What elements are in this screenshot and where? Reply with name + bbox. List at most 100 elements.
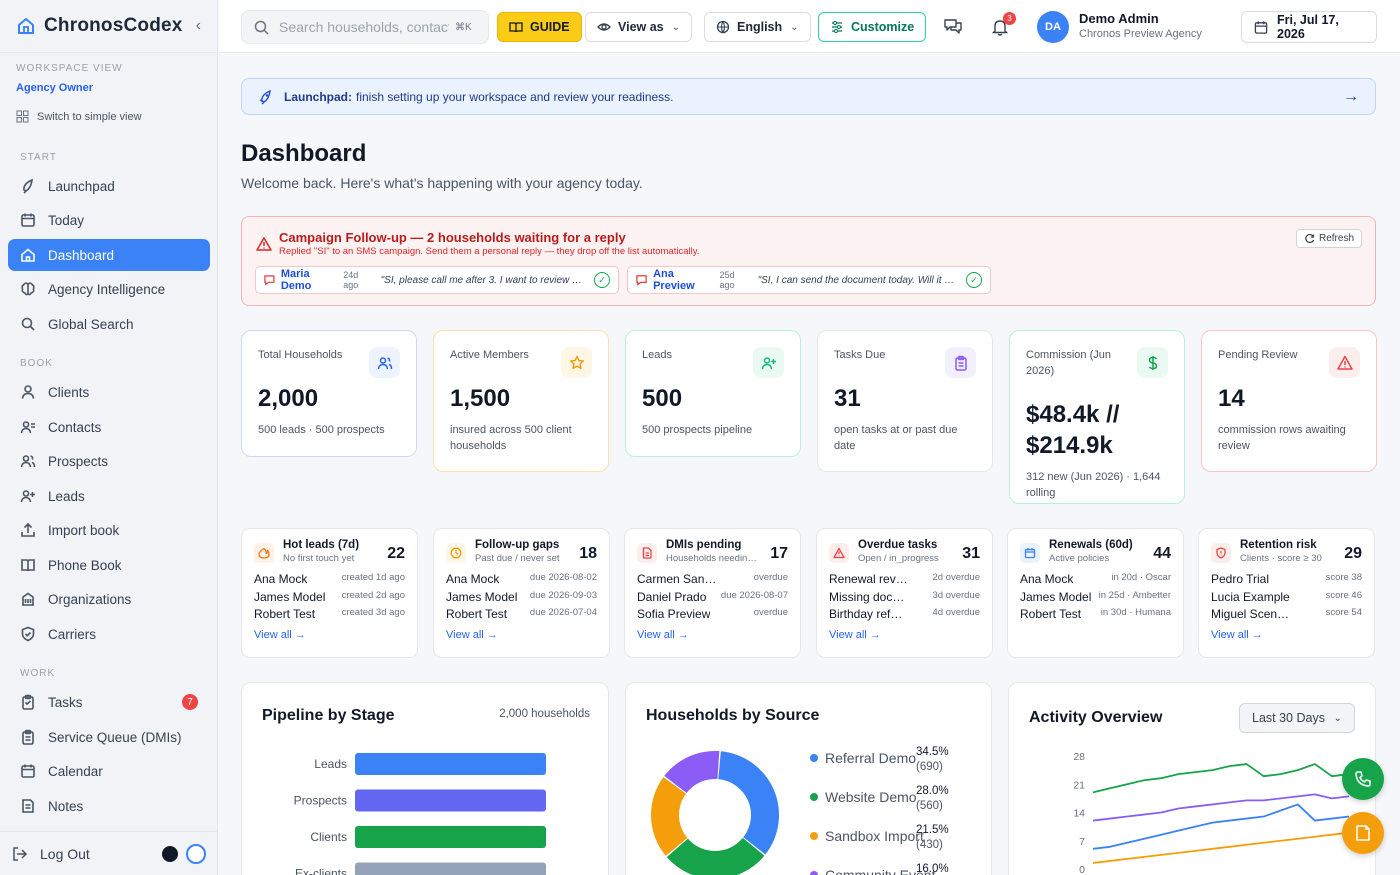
sidebar-item-global-search[interactable]: Global Search [8,308,210,340]
sidebar-item-launchpad[interactable]: Launchpad [8,170,210,202]
notifications-bell-icon[interactable]: 3 [988,12,1016,39]
queue-card[interactable]: Renewals (60d) Active policies 44 Ana Mock i… [1007,528,1184,658]
collapse-sidebar-icon[interactable]: ‹ [195,17,201,34]
global-search[interactable]: ⌘K [241,10,489,44]
sidebar-item-service-queue-dmis[interactable]: Service Queue (DMIs) [8,721,210,753]
sidebar-item-phone-book[interactable]: Phone Book [8,549,210,581]
list-item[interactable]: Sofia Preview overdue [637,607,788,625]
followup-text: "SI, please call me after 3. I want to r… [380,274,586,286]
pipeline-bar[interactable] [355,826,546,848]
list-item[interactable]: Miguel Scenario score 54 [1211,607,1362,625]
sidebar-item-organizations[interactable]: Organizations [8,583,210,615]
stat-card[interactable]: Total Households 2,000 500 leads · 500 pro… [241,330,417,457]
dark-mode-toggle[interactable] [162,845,178,862]
list-item[interactable]: Birthday referral 4d overdue [829,607,980,625]
logout-button[interactable]: Log Out [0,831,218,875]
date-button[interactable]: Fri, Jul 17, 2026 [1241,11,1377,43]
check-circle-icon[interactable]: ✓ [965,272,982,288]
stat-card[interactable]: Leads 500 500 prospects pipeline [625,330,801,457]
messages-icon[interactable] [941,15,965,39]
search-icon [21,317,35,331]
list-item[interactable]: James Model created 2d ago [254,590,405,608]
legend-percent: 28.0% [916,785,949,797]
user-info[interactable]: Demo Admin Chronos Preview Agency [1079,11,1202,40]
guide-button[interactable]: GUIDE [497,12,582,42]
sidebar-item-label: Global Search [48,316,134,332]
sidebar-item-carriers[interactable]: Carriers [8,618,210,650]
list-item[interactable]: Daniel Prado due 2026-08-07 [637,590,788,608]
list-item[interactable]: James Model in 25d · Ambetter [1020,590,1171,608]
followup-name[interactable]: Ana Preview [653,268,695,292]
refresh-button[interactable]: Refresh [1295,229,1362,248]
list-item[interactable]: Ana Mock due 2026-08-02 [446,572,597,590]
avatar[interactable]: DA [1037,11,1069,43]
stat-label-tasks-due: Tasks Due [834,349,886,361]
page-title: Dashboard [241,140,367,167]
view-as-dropdown[interactable]: View as ⌄ [585,12,693,42]
pipeline-bar[interactable] [355,789,546,812]
sidebar-item-tasks[interactable]: Tasks 7 [8,686,210,718]
sidebar-item-calendar[interactable]: Calendar [8,755,210,787]
sidebar-item-leads[interactable]: Leads [8,480,210,512]
sidebar-item-notes[interactable]: Notes [8,790,210,822]
queue-card[interactable]: Retention risk Clients · score ≥ 30 29 Pedr… [1198,528,1375,658]
pipeline-bar[interactable] [355,862,546,875]
list-item[interactable]: Pedro Trial score 38 [1211,572,1362,590]
queue-card[interactable]: Follow-up gaps Past due / never set 18 Ana … [433,528,610,658]
view-all-link[interactable]: View all → [254,628,306,641]
pipeline-bar[interactable] [355,753,546,775]
sidebar-item-contacts[interactable]: Contacts [8,411,210,443]
workspace-role[interactable]: Agency Owner [16,82,94,94]
search-input[interactable] [279,19,449,35]
stat-card[interactable]: Pending Review 14 commission rows awaiting… [1201,330,1377,472]
stat-subtext: 312 new (Jun 2026) · 1,644 rolling [1026,471,1161,499]
list-item[interactable]: Robert Test due 2026-07-04 [446,607,597,625]
customize-button[interactable]: Customize [818,12,927,42]
queue-card[interactable]: Hot leads (7d) No first touch yet 22 Ana Mo… [241,528,418,658]
followup-name[interactable]: Maria Demo [280,268,312,292]
sidebar-item-prospects[interactable]: Prospects [8,445,210,477]
list-item[interactable]: Ana Mock created 1d ago [254,572,405,590]
sidebar-item-today[interactable]: Today [8,204,210,236]
sidebar-item-label: Dashboard [48,247,115,263]
arrow-right-icon[interactable]: → [1343,87,1359,105]
followup-message-card[interactable]: Maria Demo 24d ago "SI, please call me a… [255,266,619,294]
list-item[interactable]: Ana Mock in 20d · Oscar [1020,572,1171,590]
sidebar-item-clients[interactable]: Clients [8,376,210,408]
sidebar-item-dashboard[interactable]: Dashboard [8,239,210,271]
list-item[interactable]: Renewal review 2d overdue [829,572,980,590]
view-all-link[interactable]: View all → [1211,628,1263,641]
donut-slice[interactable] [651,777,688,856]
phone-fab[interactable] [1342,758,1384,800]
sidebar-item-import-book[interactable]: Import book [8,514,210,546]
launchpad-banner[interactable]: Launchpad: finish setting up your worksp… [241,78,1376,115]
list-item[interactable]: Robert Test in 30d · Humana [1020,607,1171,625]
range-select[interactable]: Last 30 Days ⌄ [1239,703,1355,733]
list-item[interactable]: James Model due 2026-09-03 [446,590,597,608]
light-mode-toggle[interactable] [186,843,206,864]
list-item[interactable]: Carmen Sandbox overdue [637,572,788,590]
stat-card[interactable]: Tasks Due 31 open tasks at or past due dat… [817,330,993,472]
view-all-link[interactable]: View all → [446,628,498,641]
list-item[interactable]: Missing documents 3d overdue [829,590,980,608]
flame-icon [254,543,274,563]
stat-card[interactable]: Active Members 1,500 insured across 500 cl… [433,330,609,472]
followup-message-card[interactable]: Ana Preview 25d ago "SI, I can send the … [627,266,991,294]
notes-fab[interactable] [1342,812,1384,854]
list-item-name: Ana Mock [446,572,500,586]
queue-card[interactable]: Overdue tasks Open / in_progress 31 Renewal… [816,528,993,658]
donut-slice[interactable] [666,837,765,875]
list-item[interactable]: Robert Test created 3d ago [254,607,405,625]
sidebar-item-agency-intelligence[interactable]: Agency Intelligence [8,273,210,305]
check-circle-icon[interactable]: ✓ [594,272,610,288]
switch-view-button[interactable]: Switch to simple view [16,110,201,123]
queue-card[interactable]: DMIs pending Households needing documents… [624,528,801,658]
donut-slice[interactable] [718,751,779,855]
view-all-link[interactable]: View all → [637,628,689,641]
stat-card[interactable]: Commission (Jun 2026) $48.4k // $214.9k 31… [1009,330,1185,504]
view-all-link[interactable]: View all → [829,628,881,641]
list-item[interactable]: Lucia Example score 46 [1211,590,1362,608]
language-dropdown[interactable]: English ⌄ [704,12,811,42]
donut-slice[interactable] [664,751,720,793]
logout-label: Log Out [40,845,90,862]
